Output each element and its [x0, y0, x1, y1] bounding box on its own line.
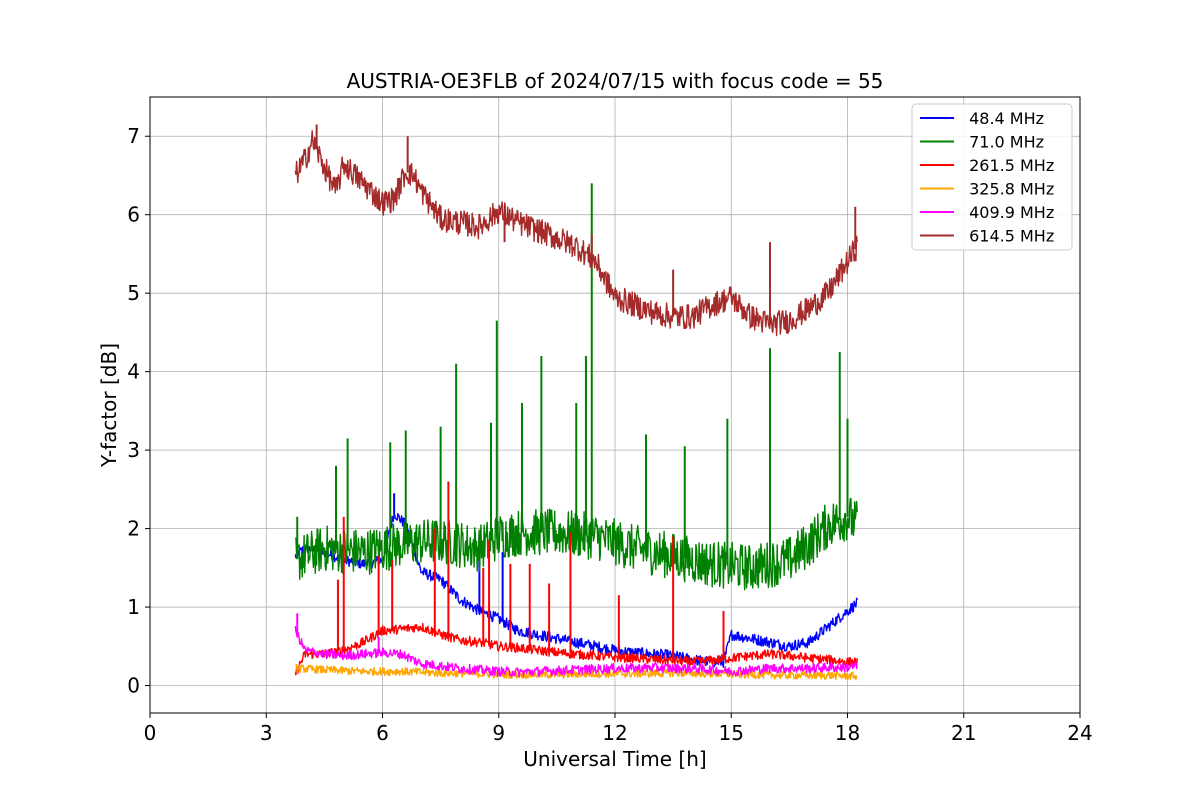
x-tick-label: 18 [835, 721, 860, 745]
x-axis-label: Universal Time [h] [523, 747, 706, 771]
series-line-0 [294, 511, 858, 668]
series-line-3 [295, 663, 858, 681]
legend-label: 48.4 MHz [964, 109, 1044, 128]
y-tick-label: 4 [127, 360, 140, 384]
x-axis-ticks: 0 3 6 9 12 15 18 21 24 [144, 713, 1093, 745]
y-tick-label: 3 [127, 438, 140, 462]
y-axis-label: Y-factor [dB] [97, 343, 121, 468]
x-tick-label: 24 [1067, 721, 1092, 745]
y-tick-label: 2 [127, 517, 140, 541]
legend-label: 261.5 MHz [964, 156, 1054, 175]
chart-title: AUSTRIA-OE3FLB of 2024/07/15 with focus … [347, 69, 884, 93]
legend-label: 409.9 MHz [964, 203, 1054, 222]
y-tick-label: 0 [127, 674, 140, 698]
y-tick-label: 1 [127, 595, 140, 619]
x-tick-label: 12 [602, 721, 627, 745]
x-tick-label: 9 [492, 721, 505, 745]
series-line-2 [294, 622, 858, 676]
legend-label: 614.5 MHz [964, 227, 1054, 246]
x-tick-label: 0 [144, 721, 157, 745]
series-line-1 [294, 497, 858, 591]
y-tick-label: 6 [127, 203, 140, 227]
plot-series [294, 124, 858, 681]
x-tick-label: 15 [719, 721, 744, 745]
y-axis-ticks: 0 1 2 3 4 5 6 7 [127, 124, 150, 698]
x-tick-label: 3 [260, 721, 273, 745]
x-tick-label: 21 [951, 721, 976, 745]
y-tick-label: 5 [127, 281, 140, 305]
y-tick-label: 7 [127, 124, 140, 148]
legend-label: 71.0 MHz [964, 133, 1044, 152]
series-line-4 [294, 626, 858, 678]
legend-label: 325.8 MHz [964, 180, 1054, 199]
series-line-5 [294, 130, 858, 337]
x-tick-label: 6 [376, 721, 389, 745]
legend: 48.4 MHz 71.0 MHz 261.5 MHz 325.8 MHz 40… [911, 103, 1073, 251]
